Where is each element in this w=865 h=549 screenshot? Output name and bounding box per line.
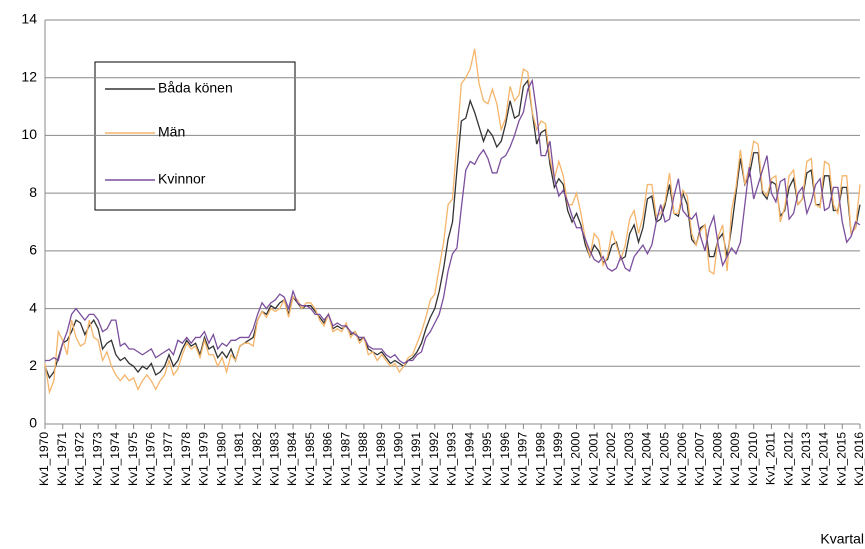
x-tick-label: Kv1_1971 [55, 432, 69, 486]
y-tick-label: 14 [21, 11, 37, 27]
x-tick-label: Kv1_1997 [516, 432, 530, 486]
x-tick-label: Kv1_1980 [214, 432, 228, 486]
x-tick-label: Kv1_1983 [267, 432, 281, 486]
x-tick-label: Kv1_1973 [90, 432, 104, 486]
x-tick-label: Kv1_2009 [728, 432, 742, 486]
x-tick-label: Kv1_1993 [445, 432, 459, 486]
x-tick-label: Kv1_2013 [799, 432, 813, 486]
x-axis-title: Kvartal [820, 531, 864, 547]
x-tick-label: Kv1_1986 [321, 432, 335, 486]
x-tick-label: Kv1_1979 [197, 432, 211, 486]
x-tick-label: Kv1_1990 [392, 432, 406, 486]
x-tick-label: Kv1_1996 [498, 432, 512, 486]
x-tick-label: Kv1_2003 [622, 432, 636, 486]
x-tick-label: Kv1_1999 [551, 432, 565, 486]
x-tick-label: Kv1_1998 [533, 432, 547, 486]
x-tick-label: Kv1_2011 [764, 432, 778, 485]
x-tick-label: Kv1_1972 [73, 432, 87, 486]
x-tick-label: Kv1_2005 [657, 432, 671, 486]
y-tick-label: 10 [21, 126, 37, 142]
x-tick-label: Kv1_2002 [604, 432, 618, 486]
y-tick-label: 12 [21, 68, 37, 84]
x-tick-label: Kv1_1977 [161, 432, 175, 486]
series-line [45, 78, 861, 365]
x-tick-label: Kv1_1975 [126, 432, 140, 486]
x-tick-label: Kv1_2008 [710, 432, 724, 486]
x-tick-label: Kv1_2001 [586, 432, 600, 486]
x-tick-label: Kv1_1984 [285, 432, 299, 486]
x-tick-label: Kv1_2015 [834, 432, 848, 486]
y-tick-label: 2 [29, 357, 37, 373]
x-tick-label: Kv1_2014 [817, 432, 831, 486]
x-tick-label: Kv1_2016 [852, 432, 865, 486]
x-tick-label: Kv1_1974 [108, 432, 122, 486]
series-line [44, 48, 861, 395]
x-tick-label: Kv1_1976 [143, 432, 157, 486]
legend-label: Båda könen [158, 80, 233, 96]
x-tick-label: Kv1_2006 [675, 432, 689, 486]
x-tick-label: Kv1_1970 [37, 432, 51, 486]
x-tick-label: Kv1_2007 [693, 432, 707, 486]
legend-label: Kvinnor [158, 171, 206, 187]
legend-label: Män [158, 124, 185, 140]
x-tick-label: Kv1_1988 [356, 432, 370, 486]
x-tick-label: Kv1_1987 [338, 432, 352, 486]
y-tick-label: 0 [29, 415, 37, 431]
legend-box [94, 61, 296, 211]
x-tick-label: Kv1_2000 [569, 432, 583, 486]
x-tick-label: Kv1_1985 [303, 432, 317, 486]
x-tick-label: Kv1_1981 [232, 432, 246, 486]
x-tick-label: Kv1_1982 [250, 432, 264, 486]
x-tick-label: Kv1_2004 [640, 432, 654, 486]
x-tick-label: Kv1_2010 [746, 432, 760, 486]
x-tick-label: Kv1_1994 [462, 432, 476, 486]
x-tick-label: Kv1_1992 [427, 432, 441, 486]
y-tick-label: 8 [29, 184, 37, 200]
y-tick-label: 6 [29, 242, 37, 258]
x-tick-label: Kv1_1995 [480, 432, 494, 486]
x-tick-label: Kv1_1991 [409, 432, 423, 486]
y-tick-label: 4 [29, 299, 37, 315]
x-tick-label: Kv1_2012 [781, 432, 795, 486]
x-tick-label: Kv1_1989 [374, 432, 388, 486]
x-tick-label: Kv1_1978 [179, 432, 193, 486]
